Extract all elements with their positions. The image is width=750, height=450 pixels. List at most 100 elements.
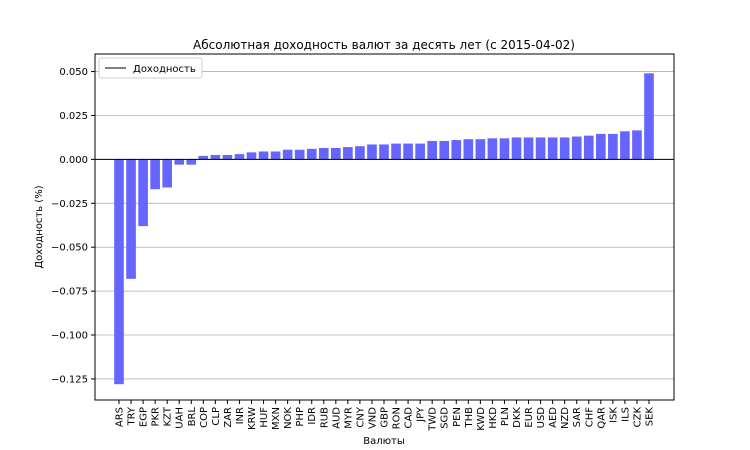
x-tick-label: MXN xyxy=(271,407,282,430)
bar xyxy=(138,159,148,227)
legend: Доходность xyxy=(98,57,203,79)
x-tick-label: SEK xyxy=(645,407,656,427)
x-tick-label: ILS xyxy=(620,407,631,422)
bar xyxy=(379,144,389,160)
x-tick-label: DKK xyxy=(512,407,523,428)
x-tick-label: KWD xyxy=(476,407,487,431)
bar xyxy=(222,154,233,160)
x-tick-label: ISK xyxy=(608,407,619,423)
bar xyxy=(114,159,124,385)
bar xyxy=(644,73,654,160)
bar xyxy=(632,130,642,160)
bar xyxy=(367,144,377,160)
x-tick-label: QAR xyxy=(596,407,607,429)
bar xyxy=(403,143,413,160)
bar xyxy=(535,137,546,160)
x-tick-label: KRW xyxy=(247,407,258,430)
y-tick-label: −0.050 xyxy=(51,243,88,254)
x-tick-label: INR xyxy=(235,407,246,424)
bar xyxy=(355,146,365,160)
y-tick-label: 0.000 xyxy=(59,155,88,166)
x-tick-label: JPY xyxy=(416,406,427,423)
x-tick-label: ZAR xyxy=(223,407,234,428)
x-tick-label: AED xyxy=(548,407,559,428)
x-tick-label: SAR xyxy=(572,407,583,427)
bar xyxy=(571,136,582,160)
y-tick-label: 0.050 xyxy=(59,67,88,78)
legend-label: Доходность xyxy=(133,64,196,75)
x-tick-label: BRL xyxy=(187,407,198,427)
bar xyxy=(451,140,462,160)
bar xyxy=(439,140,450,160)
x-tick-label: CAD xyxy=(404,407,415,429)
x-tick-label: USD xyxy=(536,407,547,429)
bar xyxy=(487,138,498,160)
x-axis-ticks: ARS TRY EGP PKR KZT UAH BRL COP CLP ZAR INR KRW HUF M… xyxy=(115,400,656,432)
x-tick-label: IDR xyxy=(307,407,318,425)
bar xyxy=(343,147,353,160)
x-tick-label: AUD xyxy=(331,407,342,429)
bars-layer xyxy=(114,73,654,385)
bar xyxy=(150,159,160,190)
bar xyxy=(427,140,437,160)
bar xyxy=(234,154,245,160)
x-tick-label: CLP xyxy=(211,407,222,426)
bar xyxy=(391,143,401,160)
y-axis-label: Доходность (%) xyxy=(34,185,45,268)
bar xyxy=(499,138,510,160)
x-tick-label: CZK xyxy=(632,407,643,428)
x-tick-label: CNY xyxy=(355,406,366,427)
x-tick-label: CHF xyxy=(584,407,595,428)
bar xyxy=(246,152,257,160)
chart-title: Абсолютная доходность валют за десять ле… xyxy=(193,38,575,52)
bar xyxy=(306,148,317,160)
bar xyxy=(608,133,618,160)
x-tick-label: NOK xyxy=(283,407,294,429)
y-tick-label: −0.100 xyxy=(51,331,88,342)
x-tick-label: TWD xyxy=(428,407,439,432)
y-tick-label: −0.125 xyxy=(51,374,88,385)
x-tick-label: SGD xyxy=(440,407,451,429)
bar xyxy=(198,155,209,160)
bar xyxy=(523,137,534,160)
bar xyxy=(463,139,474,160)
bar xyxy=(126,159,136,279)
x-tick-label: KZT xyxy=(163,406,174,426)
x-tick-label: HKD xyxy=(488,407,499,429)
bar xyxy=(547,137,558,160)
x-tick-label: PHP xyxy=(295,407,306,427)
x-tick-label: PKR xyxy=(151,407,162,427)
bar xyxy=(174,159,185,165)
y-tick-label: 0.025 xyxy=(59,111,88,122)
x-tick-label: RON xyxy=(392,407,403,429)
bar xyxy=(583,135,594,160)
x-tick-label: MYR xyxy=(343,407,354,429)
x-tick-label: ARS xyxy=(115,407,126,427)
x-tick-label: EUR xyxy=(524,407,535,428)
bar xyxy=(475,139,486,160)
bar xyxy=(270,151,281,160)
x-tick-label: GBP xyxy=(380,407,391,428)
x-tick-label: VND xyxy=(367,407,378,429)
x-tick-label: THB xyxy=(464,407,475,429)
x-tick-label: UAH xyxy=(175,407,186,429)
x-tick-label: RUB xyxy=(319,407,330,428)
y-tick-label: −0.075 xyxy=(51,287,88,298)
bar xyxy=(294,149,305,160)
bar xyxy=(331,147,341,160)
x-tick-label: NZD xyxy=(560,407,571,429)
x-tick-label: EGP xyxy=(139,407,150,427)
bar xyxy=(210,154,221,160)
plot-frame xyxy=(94,53,675,401)
bar xyxy=(620,131,630,160)
y-tick-label: −0.025 xyxy=(51,199,88,210)
bar xyxy=(318,147,329,160)
y-axis-ticks: 0.050 0.025 0.000 −0.025 −0.050 −0.075 −0.100 −… xyxy=(51,67,95,385)
bar xyxy=(415,143,425,160)
bar xyxy=(186,159,197,165)
grid-layer xyxy=(95,71,674,380)
x-tick-label: TRY xyxy=(127,406,138,426)
legend-box xyxy=(98,57,203,79)
